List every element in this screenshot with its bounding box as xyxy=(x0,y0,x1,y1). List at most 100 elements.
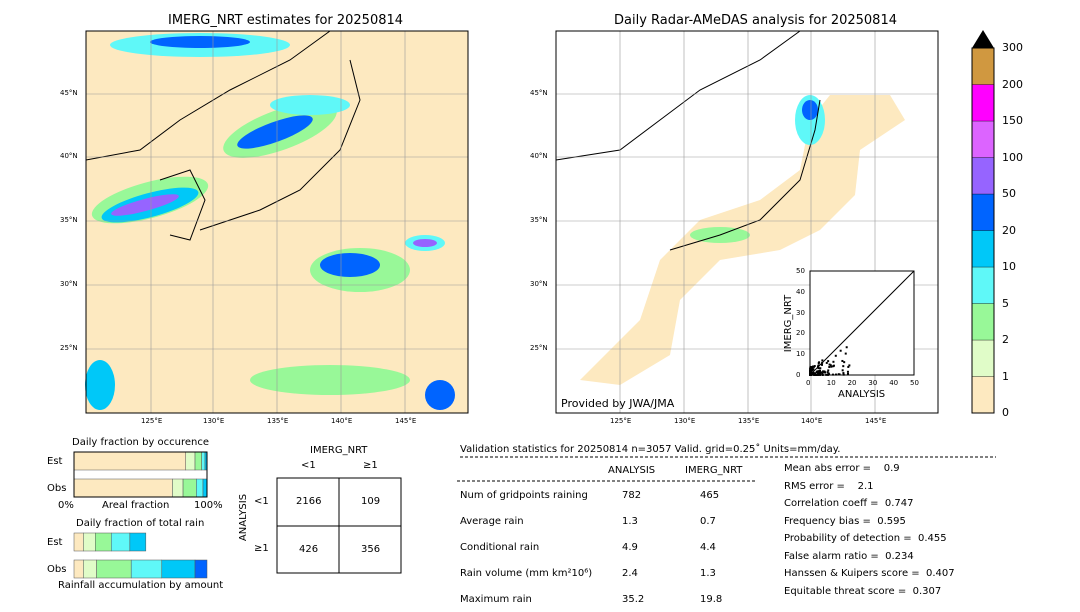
scatter-point xyxy=(818,373,821,376)
colorbar-segment xyxy=(971,193,995,231)
occ-obs: Obs xyxy=(47,483,67,494)
inset-xtick: 40 xyxy=(889,379,899,387)
lat-tick: 30°N xyxy=(530,280,548,288)
scatter-point xyxy=(847,365,850,368)
lat-tick: 40°N xyxy=(530,152,548,160)
scatter-point xyxy=(810,370,813,373)
occ-x0: 0% xyxy=(58,500,74,511)
scatter-point xyxy=(817,365,820,368)
right-map-title: Daily Radar-AMeDAS analysis for 20250814 xyxy=(614,13,897,28)
fraction-segment xyxy=(83,559,97,579)
table-cell: 426 xyxy=(299,544,319,555)
scatter-point xyxy=(829,364,832,367)
scatter-point xyxy=(809,366,812,369)
stats-header: Validation statistics for 20250814 n=305… xyxy=(460,444,841,455)
score: Probability of detection = 0.455 xyxy=(784,533,947,544)
fraction-segment xyxy=(73,559,84,579)
table-col-title: IMERG_NRT xyxy=(310,445,368,456)
stat-label: Rain volume (mm km²10⁶) xyxy=(460,568,593,579)
scatter-point xyxy=(821,373,824,376)
scatter-inset xyxy=(809,270,915,376)
lat-tick: 30°N xyxy=(60,280,78,288)
stat-label: Num of gridpoints raining xyxy=(460,490,588,501)
inset-ytick: 10 xyxy=(796,350,805,359)
score: RMS error = 2.1 xyxy=(784,480,874,492)
scatter-point xyxy=(811,372,814,375)
score: Correlation coeff = 0.747 xyxy=(784,498,914,509)
scatter-point xyxy=(826,371,829,374)
scatter-point xyxy=(848,364,851,367)
fraction-segment xyxy=(96,559,132,579)
scatter-point xyxy=(821,359,824,362)
occ-title: Daily fraction by occurence xyxy=(72,437,210,448)
scatter-point xyxy=(844,352,847,355)
lat-tick: 35°N xyxy=(530,216,548,224)
lat-tick: 25°N xyxy=(60,344,78,352)
scatter-point xyxy=(819,367,822,370)
scatter-point xyxy=(839,349,842,352)
colorbar-label: 5 xyxy=(1002,296,1009,310)
scatter-point xyxy=(813,372,816,375)
stat-imerg: 465 xyxy=(700,490,720,501)
colorbar-segment xyxy=(971,47,995,85)
scatter-point xyxy=(810,371,813,374)
inset-ytick: 0 xyxy=(796,371,801,379)
scatter-point xyxy=(821,361,824,364)
colorbar-label: 150 xyxy=(1002,114,1023,127)
scatter-point xyxy=(809,371,812,374)
credit: Provided by JWA/JMA xyxy=(561,397,675,410)
lon-tick: 130°E xyxy=(674,417,696,425)
gridlines xyxy=(86,31,938,413)
scatter-point xyxy=(820,371,823,374)
inset-xtick: 50 xyxy=(910,379,919,387)
colorbar-segment xyxy=(971,303,995,341)
colorbar-label: 200 xyxy=(1002,77,1023,91)
scatter-point xyxy=(846,370,849,373)
stat-label: Conditional rain xyxy=(460,542,540,553)
scatter-point xyxy=(822,370,825,373)
score: Hanssen & Kuipers score = 0.407 xyxy=(784,568,955,579)
lat-tick: 45°N xyxy=(530,89,548,97)
lon-tick: 140°E xyxy=(331,417,353,425)
scatter-point xyxy=(825,361,828,364)
lon-tick: 145°E xyxy=(395,417,417,425)
left-map-title: IMERG_NRT estimates for 20250814 xyxy=(168,13,404,28)
colorbar-label: 20 xyxy=(1002,223,1016,237)
fraction-segment xyxy=(182,478,197,498)
contingency-table xyxy=(276,477,402,574)
lon-tick: 125°E xyxy=(141,417,163,425)
fraction-segment xyxy=(201,451,206,471)
stats-col2: IMERG_NRT xyxy=(685,465,743,476)
scatter-point xyxy=(825,373,828,376)
scatter-point xyxy=(817,372,820,375)
scatter-point xyxy=(846,372,849,375)
scatter-point xyxy=(834,354,837,357)
stat-imerg: 4.4 xyxy=(700,542,716,553)
scatter-point xyxy=(815,373,818,376)
colorbar-extend-arrow xyxy=(972,30,994,48)
scatter-point xyxy=(832,360,835,363)
scatter-point xyxy=(823,371,826,374)
lon-tick: 135°E xyxy=(738,417,760,425)
colorbar-segment xyxy=(971,376,995,414)
scatter-point xyxy=(810,373,813,376)
scatter-point xyxy=(842,372,845,375)
fraction-segment xyxy=(202,478,208,498)
score: Equitable threat score = 0.307 xyxy=(784,585,942,597)
inset-ytick: 50 xyxy=(796,267,805,275)
colorbar-segment xyxy=(971,84,995,122)
scatter-point xyxy=(827,373,830,376)
scatter-point xyxy=(830,365,833,368)
scatter-point xyxy=(843,361,846,364)
scatter-point xyxy=(819,371,822,374)
scatter-point xyxy=(828,366,831,369)
colorbar-segment xyxy=(971,266,995,304)
table-cell: 2166 xyxy=(296,496,322,507)
colorbar-segment xyxy=(971,157,995,195)
scatter-point xyxy=(842,365,845,368)
lat-tick: 40°N xyxy=(60,152,78,160)
fraction-segment xyxy=(172,478,184,498)
scatter-point xyxy=(841,359,844,362)
scatter-point xyxy=(817,370,820,373)
